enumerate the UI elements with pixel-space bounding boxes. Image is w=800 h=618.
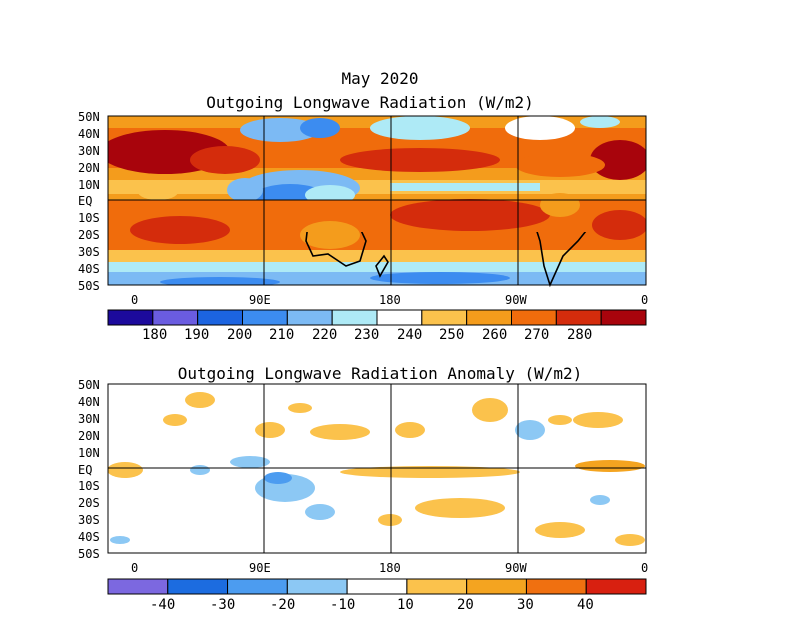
lat-label: 30N <box>78 412 100 426</box>
anomaly-panel-title: Outgoing Longwave Radiation Anomaly (W/m… <box>177 364 583 383</box>
lat-label: 50S <box>78 547 100 561</box>
colorbar-swatch <box>406 578 468 595</box>
colorbar-swatch <box>376 309 423 326</box>
lat-label: 50N <box>78 110 100 124</box>
anomaly-map-panel <box>107 383 647 554</box>
lat-label: 30S <box>78 245 100 259</box>
colorbar-swatch <box>167 578 229 595</box>
colorbar-label: -30 <box>210 597 236 613</box>
olr-map-panel <box>107 115 647 286</box>
lat-label: 50N <box>78 378 100 392</box>
colorbar-label: 210 <box>269 327 295 343</box>
colorbar-label: 10 <box>397 597 414 613</box>
lat-label: 10S <box>78 479 100 493</box>
colorbar-label: 20 <box>457 597 474 613</box>
lon-label: 0 <box>131 293 139 307</box>
colorbar-label: -20 <box>270 597 296 613</box>
colorbar-label: 240 <box>397 327 423 343</box>
colorbar-label: -10 <box>330 597 356 613</box>
colorbar-swatch <box>600 309 647 326</box>
figure-title: May 2020 <box>341 69 419 88</box>
lat-label: EQ <box>78 194 93 208</box>
lat-label: EQ <box>78 463 93 477</box>
lat-label: 40N <box>78 395 100 409</box>
colorbar-label: 190 <box>184 327 210 343</box>
lat-label: 20S <box>78 496 100 510</box>
colorbar-swatch <box>242 309 288 326</box>
olr-panel-title: Outgoing Longwave Radiation (W/m2) <box>206 93 534 112</box>
lon-label: 0 <box>641 561 649 575</box>
lon-label: 0 <box>641 293 649 307</box>
colorbar-swatch <box>331 309 378 326</box>
lat-label: 30N <box>78 144 100 158</box>
lon-label: 90E <box>249 561 271 575</box>
colorbar-swatch <box>346 578 408 595</box>
lon-label: 90E <box>249 293 271 307</box>
lat-label: 30S <box>78 513 100 527</box>
colorbar-label: 260 <box>482 327 508 343</box>
lat-label: 40S <box>78 262 100 276</box>
lat-label: 10N <box>78 446 100 460</box>
lat-label: 20S <box>78 228 100 242</box>
colorbar-swatch <box>555 309 602 326</box>
colorbar-swatch <box>227 578 288 595</box>
colorbar-label: 40 <box>577 597 594 613</box>
lat-label: 40N <box>78 127 100 141</box>
colorbar-swatch <box>286 578 348 595</box>
colorbar-swatch <box>525 578 587 595</box>
colorbar-label: 30 <box>517 597 534 613</box>
lat-label: 50S <box>78 279 100 293</box>
lon-label: 180 <box>379 293 401 307</box>
lat-label: 20N <box>78 429 100 443</box>
colorbar-swatch <box>511 309 557 326</box>
colorbar-label: 180 <box>142 327 168 343</box>
colorbar-swatch <box>421 309 468 326</box>
olr-colorbar <box>107 309 647 326</box>
anomaly-colorbar <box>107 578 647 595</box>
colorbar-swatch <box>466 578 527 595</box>
colorbar-swatch <box>107 309 154 326</box>
colorbar-swatch <box>197 309 244 326</box>
colorbar-label: 220 <box>312 327 338 343</box>
colorbar-label: 200 <box>227 327 253 343</box>
lat-label: 40S <box>78 530 100 544</box>
colorbar-swatch <box>286 309 333 326</box>
colorbar-swatch <box>152 309 199 326</box>
lon-label: 180 <box>379 561 401 575</box>
lon-label: 90W <box>505 561 527 575</box>
colorbar-label: 280 <box>567 327 593 343</box>
lat-label: 20N <box>78 161 100 175</box>
colorbar-swatch <box>466 309 512 326</box>
lon-label: 0 <box>131 561 139 575</box>
colorbar-swatch <box>107 578 169 595</box>
colorbar-label: 270 <box>524 327 550 343</box>
lon-label: 90W <box>505 293 527 307</box>
colorbar-label: 230 <box>354 327 380 343</box>
colorbar-label: 250 <box>439 327 465 343</box>
lat-label: 10N <box>78 178 100 192</box>
lat-label: 10S <box>78 211 100 225</box>
colorbar-label: -40 <box>150 597 176 613</box>
colorbar-swatch <box>585 578 647 595</box>
